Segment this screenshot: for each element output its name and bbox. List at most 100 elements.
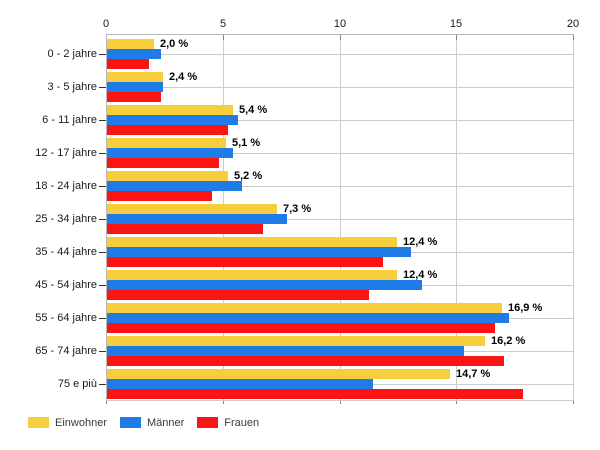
bar-einwohner [107, 204, 277, 214]
value-label: 7,3 % [283, 203, 312, 215]
bar-frauen [107, 158, 219, 168]
bar-einwohner [107, 303, 502, 313]
x-tick-mark-bottom [456, 400, 457, 404]
y-category-label: 6 - 11 jahre [42, 114, 97, 126]
bar-maenner [107, 148, 233, 158]
bar-einwohner [107, 336, 485, 346]
bar-einwohner [107, 138, 226, 148]
bar-frauen [107, 323, 495, 333]
value-label: 5,2 % [234, 170, 263, 182]
x-tick-mark-top [340, 34, 341, 40]
bar-maenner [107, 247, 411, 257]
bar-chart-plot: 0 5 10 15 20 0 - 2 jahre 2,0 % 3 - 5 jahre 2,4 %… [35, 18, 580, 404]
y-category-label: 65 - 74 jahre [35, 345, 97, 357]
x-gridline [340, 34, 341, 400]
x-tick-mark-bottom [340, 400, 341, 404]
x-tick-mark-top [573, 34, 574, 40]
bar-frauen [107, 125, 228, 135]
x-tick-mark-top [223, 34, 224, 40]
value-label: 12,4 % [403, 236, 438, 248]
y-gridline [106, 87, 573, 88]
bar-frauen [107, 92, 161, 102]
bar-einwohner [107, 171, 228, 181]
y-tick-mark [99, 318, 106, 319]
x-tick-label: 20 [566, 18, 580, 30]
y-tick-mark [99, 87, 106, 88]
bar-maenner [107, 82, 163, 92]
y-tick-mark [99, 285, 106, 286]
y-gridline [106, 219, 573, 220]
bar-maenner [107, 280, 422, 290]
bar-einwohner [107, 237, 397, 247]
value-label: 12,4 % [403, 269, 438, 281]
x-tick-mark-bottom [223, 400, 224, 404]
y-tick-mark [99, 219, 106, 220]
x-tick-mark-top [456, 34, 457, 40]
x-tick-mark-bottom [106, 400, 107, 404]
legend-swatch-frauen [197, 417, 219, 428]
bar-frauen [107, 257, 383, 267]
x-gridline [456, 34, 457, 400]
x-tick-label: 0 [102, 18, 110, 30]
bar-maenner [107, 313, 509, 323]
bar-einwohner [107, 105, 233, 115]
y-gridline [106, 186, 573, 187]
legend-swatch-einwohner [28, 417, 49, 428]
value-label: 2,4 % [169, 71, 198, 83]
y-category-label: 0 - 2 jahre [47, 48, 97, 60]
y-axis-line [106, 34, 107, 400]
value-label: 16,9 % [508, 302, 543, 314]
y-gridline [106, 54, 573, 55]
y-tick-mark [99, 351, 106, 352]
y-category-label: 25 - 34 jahre [35, 213, 97, 225]
x-gridline [573, 34, 574, 400]
y-tick-mark [99, 54, 106, 55]
value-label: 2,0 % [160, 38, 189, 50]
bar-maenner [107, 379, 373, 389]
y-category-label: 12 - 17 jahre [35, 147, 97, 159]
legend-item-frauen: Frauen [197, 417, 259, 429]
y-gridline [106, 153, 573, 154]
value-label: 16,2 % [491, 335, 526, 347]
bar-einwohner [107, 72, 163, 82]
x-tick-label: 5 [219, 18, 227, 30]
y-tick-mark [99, 153, 106, 154]
bar-maenner [107, 115, 238, 125]
bar-maenner [107, 214, 287, 224]
bar-frauen [107, 290, 369, 300]
y-category-label: 55 - 64 jahre [35, 312, 97, 324]
y-category-label: 75 e più [57, 378, 97, 390]
bar-maenner [107, 181, 242, 191]
y-category-label: 45 - 54 jahre [35, 279, 97, 291]
x-tick-mark-bottom [573, 400, 574, 404]
x-axis-line-bottom [106, 400, 574, 401]
bar-frauen [107, 356, 504, 366]
value-label: 14,7 % [456, 368, 491, 380]
x-tick-label: 15 [449, 18, 463, 30]
legend-label-maenner: Männer [146, 416, 185, 429]
y-tick-mark [99, 252, 106, 253]
bar-frauen [107, 389, 523, 399]
chart-legend: Einwohner Männer Frauen [28, 415, 259, 430]
value-label: 5,1 % [232, 137, 261, 149]
bar-einwohner [107, 39, 154, 49]
y-tick-mark [99, 186, 106, 187]
legend-item-einwohner: Einwohner [28, 417, 107, 429]
bar-frauen [107, 191, 212, 201]
x-axis-line-top [106, 34, 574, 35]
y-tick-mark [99, 384, 106, 385]
bar-einwohner [107, 270, 397, 280]
bar-maenner [107, 49, 161, 59]
legend-label-frauen: Frauen [224, 416, 260, 429]
legend-item-maenner: Männer [119, 416, 185, 429]
y-gridline [106, 120, 573, 121]
value-label: 5,4 % [239, 104, 268, 116]
y-category-label: 18 - 24 jahre [35, 180, 97, 192]
x-tick-label: 10 [333, 18, 347, 30]
legend-label-einwohner: Einwohner [55, 416, 107, 429]
y-tick-mark [99, 120, 106, 121]
bar-einwohner [107, 369, 450, 379]
bar-frauen [107, 224, 263, 234]
y-category-label: 3 - 5 jahre [47, 81, 97, 93]
